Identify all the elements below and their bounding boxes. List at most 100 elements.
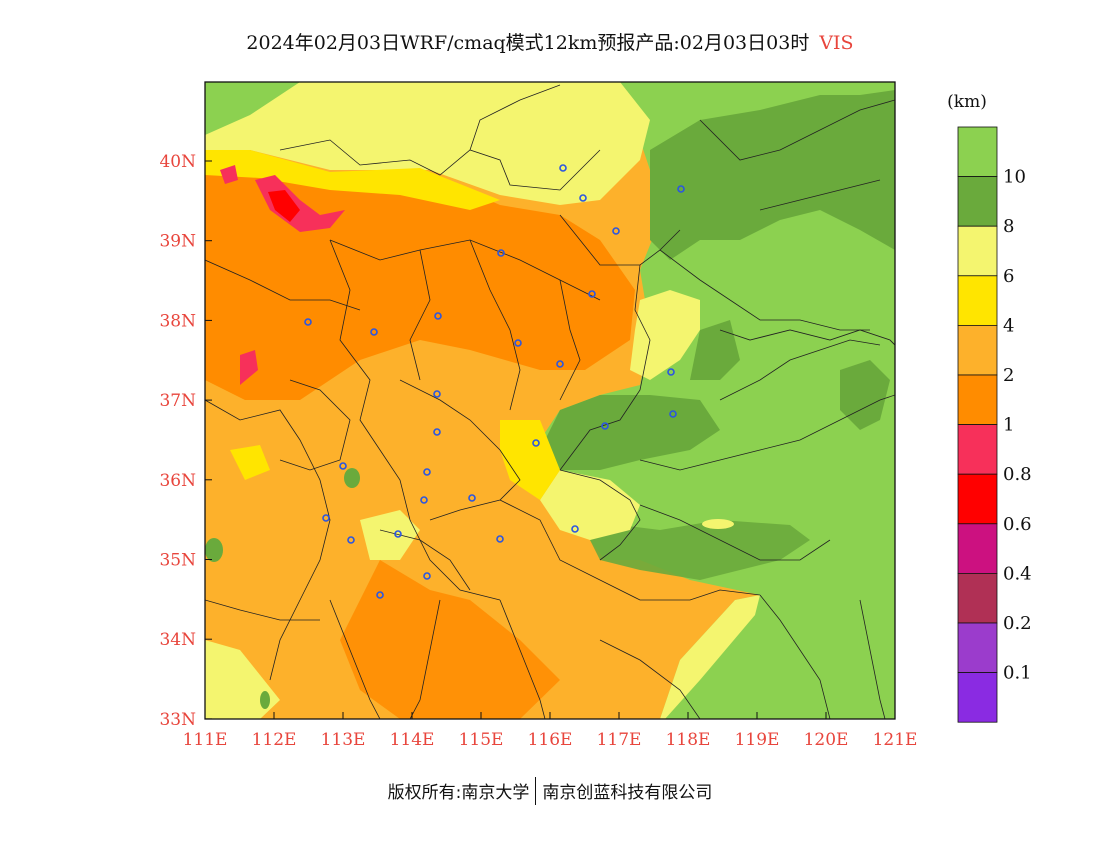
field-gold-north (205, 150, 500, 210)
field-gold-west (230, 445, 270, 480)
city-markers (304, 164, 685, 599)
lon-tick-label: 114E (390, 730, 435, 750)
lon-tick-label: 113E (321, 730, 366, 750)
city-marker (579, 194, 587, 202)
city-marker (370, 328, 378, 336)
field-dark-orange-south (340, 560, 560, 719)
lat-tick-label: 39N (159, 232, 196, 252)
legend-label: 8 (1003, 216, 1014, 237)
city-marker (532, 439, 540, 447)
field-green-spot (205, 538, 223, 562)
field-green-spot (260, 691, 270, 709)
field-dark-green-south (590, 520, 810, 580)
footer: 版权所有:南京大学 南京创蓝科技有限公司 (0, 777, 1100, 807)
city-marker (423, 468, 431, 476)
field-green-northwest (205, 82, 300, 135)
legend-label: 0.2 (1003, 613, 1032, 634)
lat-tick-label: 36N (159, 471, 196, 491)
legend-swatch (957, 424, 998, 475)
legend-swatch (957, 523, 998, 574)
city-marker (667, 368, 675, 376)
lat-tick-label: 37N (159, 391, 196, 411)
legend-swatch (957, 622, 998, 673)
field-dark-green-shandong (840, 360, 890, 430)
city-marker (559, 164, 567, 172)
field-gold-mid (500, 420, 560, 500)
legend-unit: (km) (947, 92, 987, 112)
city-marker (556, 360, 564, 368)
legend-swatch (957, 176, 998, 227)
color-legend: 10 8 6 4 2 1 0.8 0.6 0.4 0.2 0.1 (957, 126, 1032, 723)
legend-label: 0.8 (1003, 464, 1032, 485)
city-marker (420, 496, 428, 504)
lat-tick-label: 34N (159, 630, 196, 650)
lon-tick-label: 112E (252, 730, 297, 750)
legend-label: 6 (1003, 266, 1014, 287)
legend-swatch (957, 126, 998, 177)
city-marker (588, 290, 596, 298)
field-yellow-north (205, 82, 650, 205)
map-title: 2024年02月03日WRF/cmaq模式12km预报产品:02月03日03时 V… (0, 28, 1100, 55)
city-marker (347, 536, 355, 544)
city-marker (496, 535, 504, 543)
lon-tick-label: 117E (597, 730, 642, 750)
field-yellow-south (540, 470, 640, 540)
lat-tick-label: 35N (159, 551, 196, 571)
legend-swatch (957, 573, 998, 624)
lon-tick-label: 111E (183, 730, 228, 750)
field-yellow-mid (630, 290, 700, 380)
legend-swatch (957, 324, 998, 376)
latitude-axis: 40N 39N 38N 37N 36N 35N 34N 33N (159, 152, 212, 730)
visibility-field (205, 82, 895, 719)
legend-swatch (957, 225, 998, 277)
field-yellow-southeast (660, 595, 760, 719)
field-dark-green-patch (690, 320, 740, 380)
legend-swatch (957, 473, 998, 525)
lat-tick-label: 40N (159, 152, 196, 172)
title-main: 2024年02月03日WRF/cmaq模式12km预报产品:02月03日03时 (246, 32, 810, 54)
field-dark-green-north (650, 90, 895, 260)
field-red-west (240, 350, 258, 385)
legend-label: 2 (1003, 365, 1014, 386)
city-marker (669, 410, 677, 418)
city-marker (433, 428, 441, 436)
longitude-axis: 111E 112E 113E 114E 115E 116E 117E 118E 119E 120E… (183, 712, 918, 750)
lon-tick-label: 115E (459, 730, 504, 750)
city-marker (376, 591, 384, 599)
field-bright-red-patch (268, 190, 300, 222)
footer-company: 南京创蓝科技有限公司 (542, 783, 713, 803)
title-variable: VIS (819, 32, 854, 54)
footer-copyright: 版权所有:南京大学 (387, 783, 530, 803)
city-marker (514, 339, 522, 347)
city-marker (468, 494, 476, 502)
field-red-patch (255, 175, 345, 232)
field-red-small (220, 165, 238, 184)
lat-tick-label: 38N (159, 311, 196, 331)
lon-tick-label: 121E (873, 730, 918, 750)
lon-tick-label: 119E (735, 730, 780, 750)
field-green-spot (344, 468, 360, 488)
legend-label: 1 (1003, 415, 1014, 436)
legend-label: 10 (1003, 167, 1026, 188)
city-marker (601, 422, 609, 430)
legend-label: 4 (1003, 315, 1014, 336)
city-marker (497, 249, 505, 257)
legend-swatch (957, 275, 998, 326)
legend-label: 0.1 (1003, 663, 1032, 684)
lon-tick-label: 118E (666, 730, 711, 750)
legend-swatch (957, 374, 998, 425)
city-marker (423, 572, 431, 580)
legend-label: 0.4 (1003, 563, 1032, 584)
city-marker (394, 530, 402, 538)
city-marker (612, 227, 620, 235)
footer-separator (535, 777, 537, 805)
city-marker (677, 185, 685, 193)
lon-tick-label: 116E (528, 730, 573, 750)
city-marker (322, 514, 330, 522)
legend-swatch (957, 672, 998, 723)
legend-label: 0.6 (1003, 514, 1032, 535)
city-marker (434, 312, 442, 320)
coastline (719, 329, 895, 346)
city-marker (433, 390, 441, 398)
